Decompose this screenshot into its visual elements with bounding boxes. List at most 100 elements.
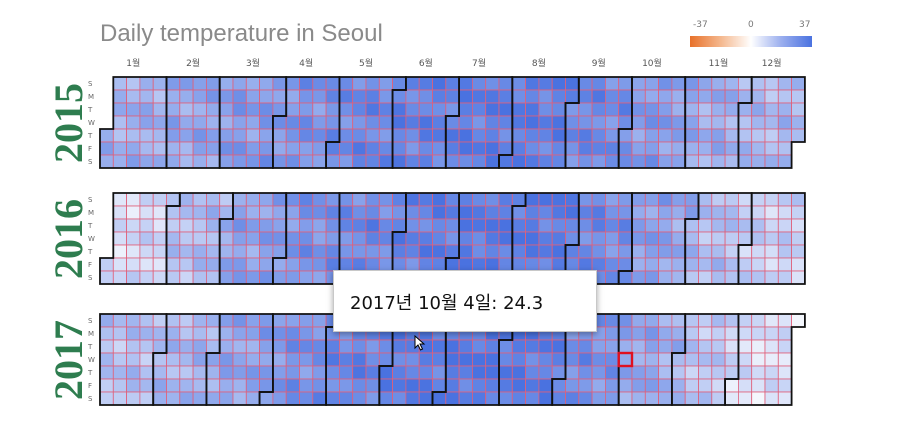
day-cell[interactable] (392, 128, 407, 143)
day-cell[interactable] (166, 76, 181, 91)
day-cell[interactable] (458, 154, 473, 169)
day-cell[interactable] (245, 154, 261, 169)
day-cell[interactable] (299, 192, 314, 207)
day-cell[interactable] (139, 115, 154, 130)
day-cell[interactable] (126, 102, 141, 117)
day-cell[interactable] (671, 339, 686, 354)
day-cell[interactable] (618, 89, 633, 104)
day-cell[interactable] (285, 205, 300, 220)
day-cell[interactable] (591, 154, 606, 169)
day-cell[interactable] (698, 102, 713, 117)
day-cell[interactable] (777, 313, 792, 328)
day-cell[interactable] (764, 244, 779, 259)
day-cell[interactable] (684, 192, 699, 207)
day-cell[interactable] (245, 218, 261, 233)
day-cell[interactable] (605, 115, 620, 130)
day-cell[interactable] (418, 352, 433, 367)
day-cell[interactable] (152, 244, 167, 259)
day-cell[interactable] (299, 244, 314, 259)
day-cell[interactable] (126, 339, 141, 354)
day-cell[interactable] (205, 257, 221, 272)
day-cell[interactable] (644, 378, 659, 393)
day-cell[interactable] (152, 89, 167, 104)
day-cell[interactable] (219, 391, 234, 406)
day-cell[interactable] (299, 115, 314, 130)
day-cell[interactable] (192, 270, 207, 285)
day-cell[interactable] (738, 154, 753, 169)
day-cell[interactable] (551, 89, 566, 104)
day-cell[interactable] (684, 378, 699, 393)
day-cell[interactable] (166, 270, 181, 285)
day-cell[interactable] (711, 89, 726, 104)
day-cell[interactable] (418, 192, 433, 207)
day-cell[interactable] (285, 244, 300, 259)
day-cell[interactable] (432, 115, 447, 130)
day-cell[interactable] (777, 205, 792, 220)
day-cell[interactable] (644, 339, 659, 354)
day-cell[interactable] (352, 231, 367, 246)
day-cell[interactable] (152, 352, 167, 367)
day-cell[interactable] (126, 352, 141, 367)
day-cell[interactable] (139, 192, 154, 207)
day-cell[interactable] (791, 270, 806, 285)
day-cell[interactable] (565, 115, 580, 130)
day-cell[interactable] (338, 102, 354, 117)
day-cell[interactable] (378, 378, 393, 393)
day-cell[interactable] (471, 141, 487, 156)
day-cell[interactable] (139, 141, 154, 156)
day-cell[interactable] (445, 218, 460, 233)
day-cell[interactable] (179, 231, 194, 246)
day-cell[interactable] (618, 128, 633, 143)
day-cell[interactable] (245, 391, 261, 406)
day-cell[interactable] (179, 89, 194, 104)
day-cell[interactable] (99, 365, 114, 380)
day-cell[interactable] (192, 192, 207, 207)
day-cell[interactable] (565, 89, 580, 104)
day-cell[interactable] (232, 128, 247, 143)
day-cell[interactable] (166, 205, 181, 220)
day-cell[interactable] (751, 352, 766, 367)
day-cell[interactable] (166, 391, 181, 406)
day-cell[interactable] (711, 257, 726, 272)
day-cell[interactable] (591, 231, 606, 246)
day-cell[interactable] (498, 244, 513, 259)
day-cell[interactable] (551, 378, 566, 393)
day-cell[interactable] (485, 192, 500, 207)
day-cell[interactable] (724, 89, 739, 104)
day-cell[interactable] (711, 154, 726, 169)
day-cell[interactable] (285, 154, 300, 169)
day-cell[interactable] (112, 313, 128, 328)
day-cell[interactable] (192, 218, 207, 233)
day-cell[interactable] (791, 244, 806, 259)
day-cell[interactable] (684, 391, 699, 406)
day-cell[interactable] (272, 115, 287, 130)
day-cell[interactable] (378, 365, 393, 380)
day-cell[interactable] (711, 205, 726, 220)
day-cell[interactable] (551, 154, 566, 169)
day-cell[interactable] (764, 391, 779, 406)
day-cell[interactable] (658, 391, 673, 406)
day-cell[interactable] (352, 391, 367, 406)
day-cell[interactable] (738, 352, 753, 367)
day-cell[interactable] (352, 378, 367, 393)
day-cell[interactable] (245, 352, 261, 367)
day-cell[interactable] (498, 218, 513, 233)
day-cell[interactable] (179, 76, 194, 91)
day-cell[interactable] (498, 89, 513, 104)
day-cell[interactable] (525, 128, 540, 143)
day-cell[interactable] (192, 231, 207, 246)
day-cell[interactable] (791, 231, 806, 246)
day-cell[interactable] (777, 76, 792, 91)
day-cell[interactable] (751, 313, 766, 328)
day-cell[interactable] (259, 192, 274, 207)
day-cell[interactable] (578, 102, 593, 117)
day-cell[interactable] (644, 326, 659, 341)
day-cell[interactable] (631, 218, 646, 233)
day-cell[interactable] (511, 244, 526, 259)
day-cell[interactable] (205, 102, 221, 117)
day-cell[interactable] (764, 141, 779, 156)
day-cell[interactable] (458, 76, 473, 91)
day-cell[interactable] (644, 89, 659, 104)
day-cell[interactable] (777, 192, 792, 207)
day-cell[interactable] (565, 128, 580, 143)
